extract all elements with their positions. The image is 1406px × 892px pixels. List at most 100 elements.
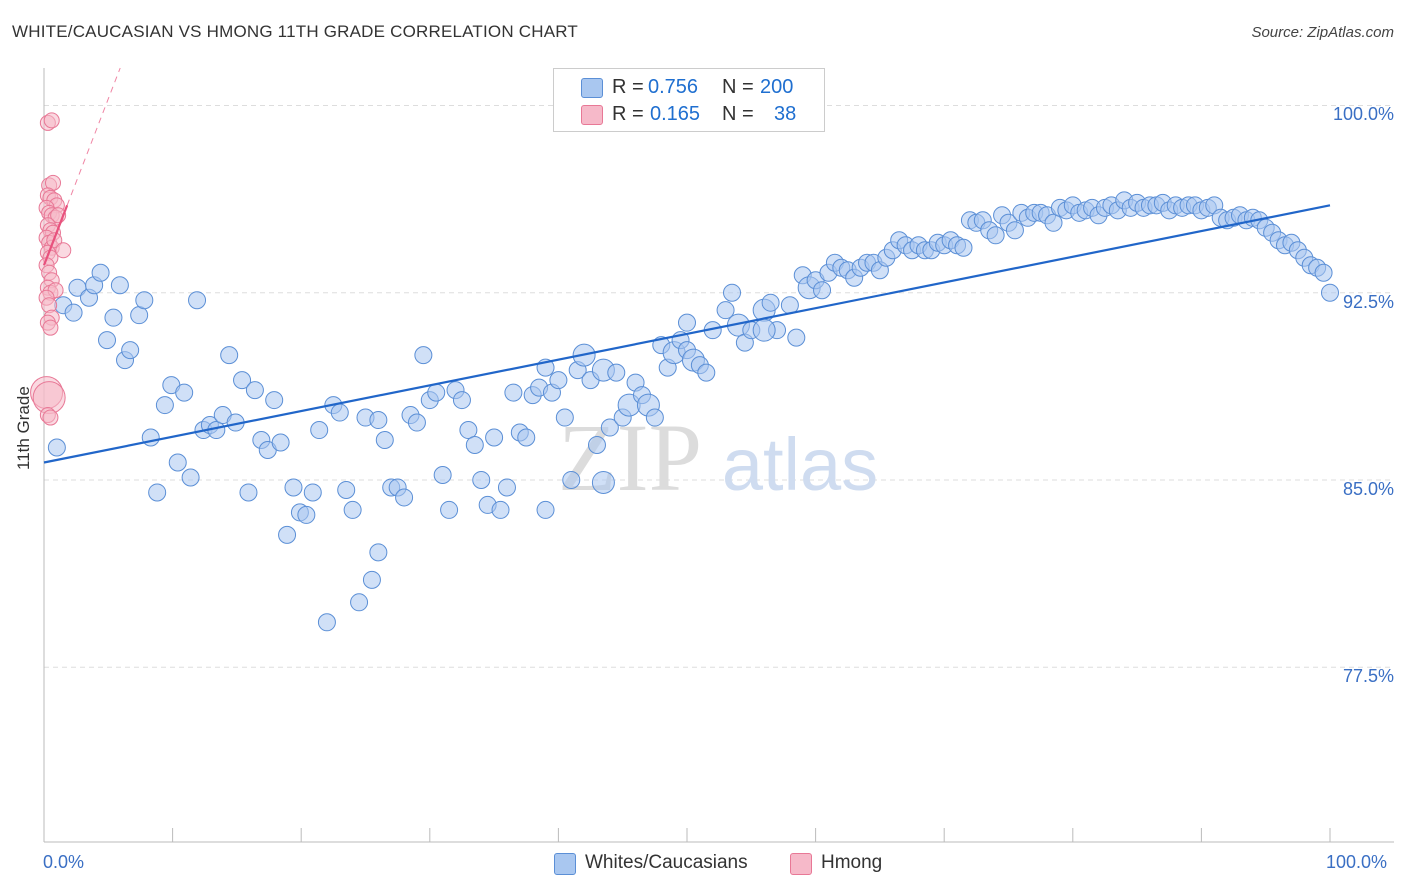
legend-row-whites: R = 0.756 N = 200 <box>554 75 824 101</box>
whites-point <box>265 391 284 410</box>
whites-point <box>284 478 303 497</box>
legend-row-hmong: R = 0.165 N = 38 <box>554 102 824 128</box>
whites-point <box>278 525 297 544</box>
whites-point <box>986 226 1005 245</box>
whites-point <box>472 470 491 489</box>
whites-point <box>497 478 516 497</box>
hmong-trend-extension <box>66 67 121 206</box>
hmong-legend-label: Hmong <box>821 852 883 873</box>
whites-point <box>587 436 606 455</box>
whites-point <box>362 570 381 589</box>
whites-point <box>645 408 664 427</box>
whites-legend-icon <box>554 853 576 875</box>
whites-point <box>600 418 619 437</box>
chart-title: WHITE/CAUCASIAN VS HMONG 11TH GRADE CORR… <box>12 22 578 41</box>
x-tick-label-min: 0.0% <box>43 852 85 872</box>
axes <box>43 68 1394 843</box>
hmong-point <box>42 319 59 336</box>
whites-point <box>181 468 200 487</box>
whites-point <box>91 263 110 282</box>
trend-lines <box>42 67 1331 464</box>
whites-point <box>813 281 832 300</box>
hmong-points <box>30 112 72 426</box>
whites-point <box>98 331 117 350</box>
legend-box: R = 0.756 N = 200 R = 0.165 N = 38 <box>553 68 825 132</box>
watermark-atlas: atlas <box>722 423 878 506</box>
whites-point <box>141 428 160 447</box>
whites-point <box>188 291 207 310</box>
whites-point <box>1321 283 1339 302</box>
legend-r-value: 0.165 <box>650 103 701 125</box>
whites-point <box>369 543 388 562</box>
whites-point <box>549 371 568 390</box>
y-tick-label: 85.0% <box>1342 478 1394 499</box>
whites-point <box>395 488 414 507</box>
whites-point <box>310 421 329 440</box>
whites-point <box>135 291 154 310</box>
whites-point <box>350 593 369 612</box>
legend-n-value: 38 <box>774 103 797 125</box>
whites-point <box>504 383 523 402</box>
legend-r-value: 0.756 <box>648 76 699 98</box>
y-tick-label: 100.0% <box>1332 104 1394 125</box>
whites-point <box>1314 263 1333 282</box>
whites-point <box>303 483 322 502</box>
whites-point <box>64 303 83 322</box>
whites-point <box>787 328 806 347</box>
whites-point <box>110 276 129 295</box>
whites-point <box>954 238 973 257</box>
whites-points <box>47 191 1339 632</box>
whites-point <box>337 480 356 499</box>
legend-n-value: 200 <box>760 76 794 98</box>
y-tick-label: 77.5% <box>1342 666 1394 687</box>
whites-point <box>752 318 776 342</box>
whites-point <box>427 383 446 402</box>
legend-n-label: N = <box>722 103 754 125</box>
whites-point <box>1044 213 1063 232</box>
whites-point <box>697 363 716 382</box>
hmong-trend-line <box>42 204 69 266</box>
hmong-swatch-icon <box>581 105 603 125</box>
whites-point <box>297 505 316 524</box>
whites-point <box>517 428 536 447</box>
whites-point <box>607 363 626 382</box>
legend-r-label: R = <box>612 76 644 98</box>
whites-point <box>47 438 66 457</box>
hmong-point <box>43 112 60 129</box>
whites-point <box>452 391 471 410</box>
source-label: Source: ZipAtlas.com <box>1251 24 1394 41</box>
whites-trend-line <box>43 204 1331 464</box>
whites-legend-label: Whites/Caucasians <box>585 852 748 873</box>
hmong-point <box>55 242 72 259</box>
whites-point <box>407 413 426 432</box>
whites-point <box>1005 221 1024 240</box>
whites-point <box>155 396 174 415</box>
whites-point <box>271 433 290 452</box>
whites-point <box>369 411 388 430</box>
whites-point <box>459 421 478 440</box>
hmong-point <box>42 409 59 426</box>
whites-swatch-icon <box>581 78 603 98</box>
whites-point <box>414 346 433 365</box>
grid-lines <box>44 104 1394 668</box>
whites-point <box>723 283 742 302</box>
whites-point <box>555 408 574 427</box>
whites-point <box>485 428 504 447</box>
whites-point <box>678 313 696 332</box>
whites-point <box>330 403 349 422</box>
x-tick-label-max: 100.0% <box>1326 852 1388 872</box>
whites-point <box>491 500 510 519</box>
whites-point <box>716 301 735 320</box>
whites-point <box>130 306 149 325</box>
whites-point <box>317 613 336 632</box>
whites-point <box>562 470 581 489</box>
whites-point <box>175 383 194 402</box>
whites-point <box>591 470 615 494</box>
whites-point <box>433 465 452 484</box>
whites-point <box>465 436 484 455</box>
whites-point <box>245 381 264 400</box>
whites-point <box>233 371 252 390</box>
whites-point <box>440 500 459 519</box>
whites-point <box>121 341 140 360</box>
